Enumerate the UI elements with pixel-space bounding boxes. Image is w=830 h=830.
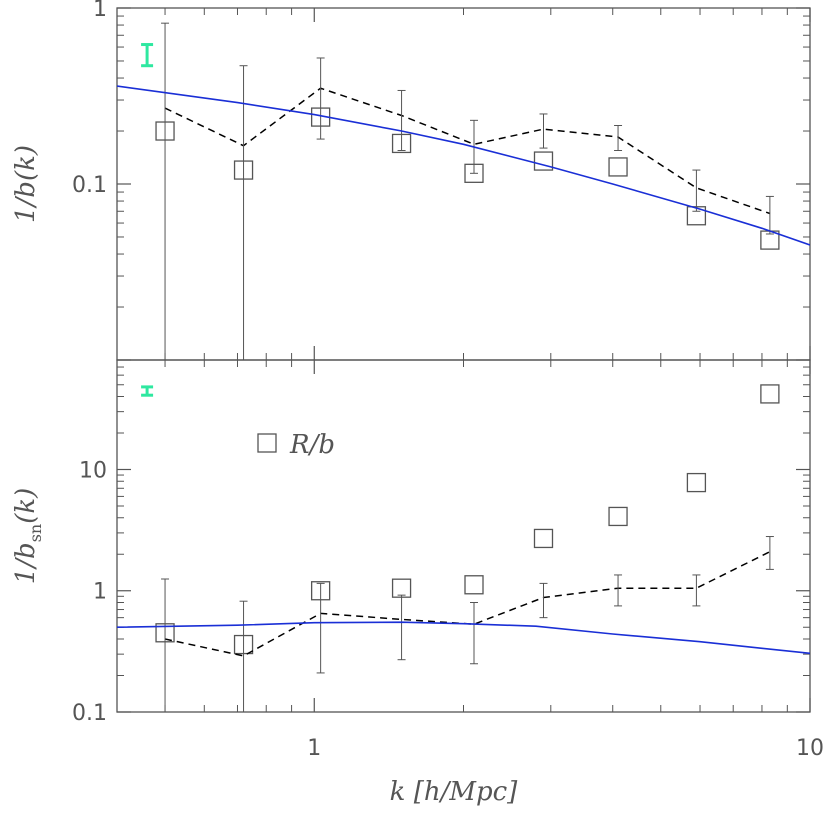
model-line xyxy=(117,85,810,246)
dashed-line xyxy=(164,551,771,657)
legend-label: R/b xyxy=(289,430,335,460)
x-axis-label: k [h/Mpc] xyxy=(390,777,518,807)
x-tick-label: 1 xyxy=(307,736,321,761)
square-marker xyxy=(686,472,707,493)
dashed-line xyxy=(164,87,771,215)
plot-area xyxy=(117,384,810,712)
plot-area xyxy=(117,22,810,360)
square-marker xyxy=(464,575,484,595)
panel-top: 1 0.1 1/b(k) xyxy=(11,0,811,361)
y-tick-label: 10 xyxy=(79,458,107,483)
model-line xyxy=(117,621,810,655)
square-marker xyxy=(533,151,554,171)
legend-marker xyxy=(257,433,277,453)
legend: R/b xyxy=(257,430,335,460)
y-tick-label: 0.1 xyxy=(72,701,107,726)
y-tick-label: 0.1 xyxy=(72,173,107,198)
square-marker xyxy=(760,384,780,404)
y-axis-label: 1/b(k) xyxy=(11,145,41,223)
y-axis-label: 1/bsn(k) xyxy=(11,488,45,585)
panel-bottom: 10 1 0.1 1/bsn(k) R/b xyxy=(11,359,811,726)
y-tick-label: 1 xyxy=(93,0,107,22)
x-tick-label: 10 xyxy=(796,736,824,761)
square-marker xyxy=(608,157,628,177)
plot-frame xyxy=(116,359,811,713)
y-tick-label: 1 xyxy=(93,580,107,605)
plot-frame xyxy=(116,7,811,361)
square-marker xyxy=(533,528,554,549)
x-axis: 1 10 k [h/Mpc] xyxy=(307,736,824,807)
square-marker xyxy=(391,578,412,598)
square-marker xyxy=(608,506,628,527)
